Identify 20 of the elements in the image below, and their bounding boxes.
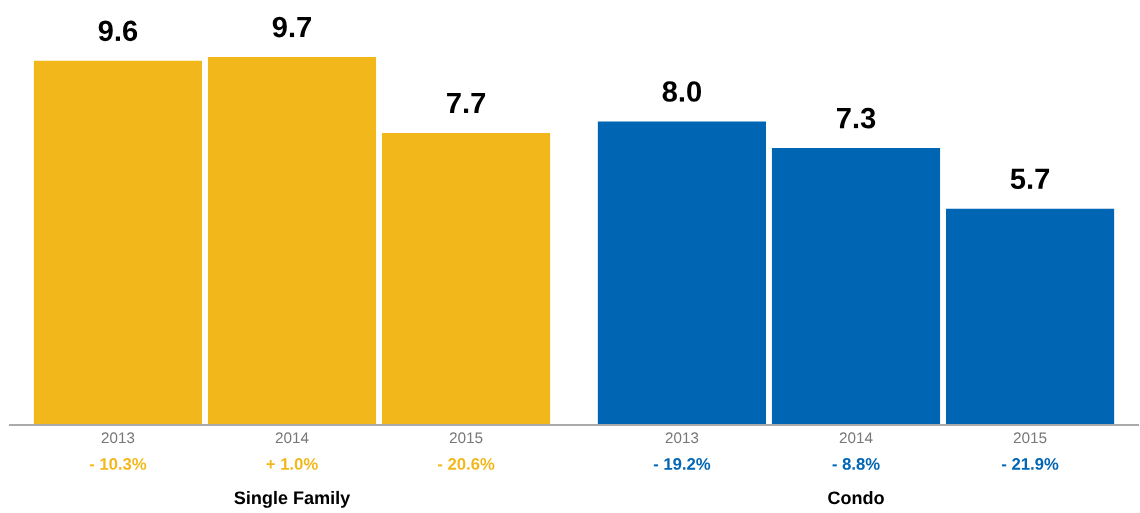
text: - 20.6%: [438, 458, 495, 470]
x-tick-label: 2013: [665, 432, 699, 444]
x-axis-title: Single Family: [234, 490, 351, 508]
text: + 1.0%: [266, 458, 318, 470]
data-label: 8.0: [662, 81, 702, 102]
data-label: 7.7: [447, 92, 486, 113]
x-tick-label: 2014: [275, 432, 309, 444]
data-label: 9.7: [272, 16, 311, 38]
x-tick-label: 2014: [839, 432, 873, 444]
x-axis-title: Condo: [828, 490, 884, 505]
x-tick-label: 2015: [449, 432, 483, 444]
data-label: 9.6: [98, 20, 138, 42]
x-tick-label: 2013: [101, 432, 135, 444]
data-label: 5.7: [1010, 168, 1050, 190]
text: - 8.8%: [832, 458, 880, 470]
text: - 21.9%: [1002, 458, 1059, 470]
x-tick-label: 2015: [1013, 432, 1047, 444]
text: - 19.2%: [653, 458, 711, 470]
data-label: 7.3: [836, 107, 876, 129]
text: - 10.3%: [89, 458, 147, 470]
